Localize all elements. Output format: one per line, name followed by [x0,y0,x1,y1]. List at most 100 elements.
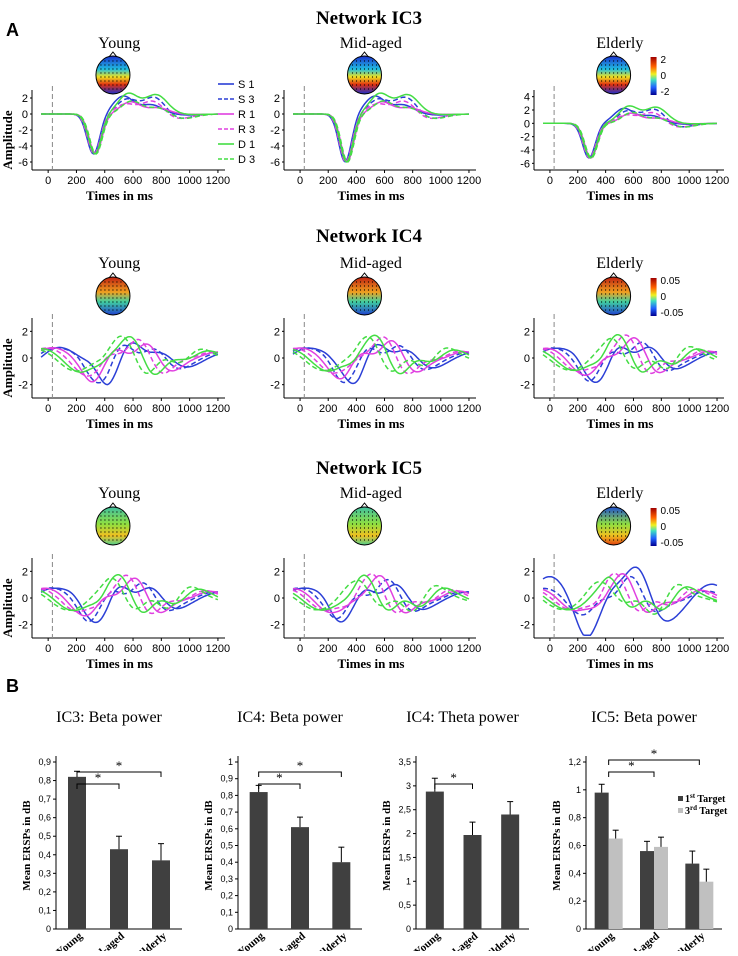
electrode-dot [120,72,122,74]
electrode-dot [100,519,102,521]
electrode-dot [621,293,623,295]
electrode-dot [617,305,619,307]
electrode-dot [116,285,118,287]
electrode-dot [367,64,370,66]
x-tick-label: 1200 [705,403,729,415]
electrode-dot [363,527,366,529]
electrode-dot [375,515,378,517]
legend-sup: rd [690,804,697,812]
x-tick-label: 1000 [677,403,701,415]
color-scale-bottom: -0.05 [661,538,684,549]
electrode-dot [621,535,623,537]
electrode-dot [351,72,354,74]
electrode-dot [621,72,623,74]
x-tick-label: 800 [652,403,670,415]
waveform-s3 [542,341,718,382]
legend-label: S 1 [238,79,255,91]
waveform-d3 [40,335,219,375]
electrode-dot [116,531,118,533]
electrode-dot [617,523,619,525]
panel-label-b: B [6,676,19,696]
electrode-dot [605,301,607,303]
waveform-r1 [40,343,218,383]
electrode-dot [124,68,126,70]
bar-y-tick-label: 1,2 [568,757,581,767]
electrode-dot [371,72,374,74]
electrode-dot [359,527,362,529]
electrode-dot [108,285,110,287]
electrode-dot [108,297,110,299]
head-nose [609,502,618,509]
electrode-dot [104,281,106,283]
electrode-dot [601,64,603,66]
x-axis-label: Times in ms [86,188,153,203]
x-tick-label: 1200 [457,403,481,415]
bar-y-tick-label: 0,3 [220,874,233,884]
electrode-dot [601,76,603,78]
electrode-dot [120,76,122,78]
electrode-dot [363,535,366,537]
electrode-dot [120,289,122,291]
electrode-dot [621,285,623,287]
x-tick-label: 1000 [429,403,453,415]
electrode-dot [116,297,118,299]
y-axis-label: Amplitude [0,338,15,397]
panel-label-a: A [6,20,19,40]
electrode-dot [112,72,114,74]
electrode-dot [363,301,366,303]
y-tick-label: 0 [524,118,530,130]
y-tick-label: 0 [274,353,280,365]
group-title: Young [98,255,140,272]
electrode-dot [351,305,354,307]
electrode-dot [108,523,110,525]
bar-chart-title: IC4: Theta power [406,709,519,726]
electrode-dot [124,80,126,82]
electrode-dot [375,68,378,70]
electrode-dot [609,297,611,299]
electrode-dot [100,76,102,78]
electrode-dot [621,511,623,513]
x-tick-label: 800 [403,643,421,655]
electrode-dot [355,289,358,291]
waveform-d1 [542,576,718,611]
x-tick-label: 0 [547,175,553,187]
x-tick-label: 1200 [705,643,729,655]
electrode-dot [625,305,627,307]
electrode-dot [375,84,378,86]
electrode-dot [601,80,603,82]
electrode-dot [613,527,615,529]
bar-y-tick-label: 0,7 [220,807,233,817]
waveform-r3 [292,336,470,375]
head-nose [108,502,118,509]
x-tick-label: 200 [319,403,337,415]
electrode-dot [355,535,358,537]
electrode-dot [609,523,611,525]
x-tick-label: 0 [297,403,303,415]
x-tick-label: 1000 [677,643,701,655]
bar [463,835,482,929]
electrode-dot [613,511,615,513]
waveform-s3 [292,578,470,620]
waveform-d3 [292,579,470,612]
electrode-dot [108,76,110,78]
electrode-dot [100,531,102,533]
color-scale-top: 0.05 [661,506,681,517]
electrode-dot [104,68,106,70]
y-tick-label: 0 [22,353,28,365]
x-tick-label: 0 [45,403,51,415]
bar-y-tick-label: 0,9 [220,774,233,784]
electrode-dot [124,519,126,521]
electrode-dot [124,285,126,287]
head-topography [596,55,632,95]
electrode-dot [120,301,122,303]
electrode-dot [120,535,122,537]
electrode-dot [609,539,611,541]
electrode-dot [112,511,114,513]
waveform-s3 [292,344,470,384]
electrode-dot [116,80,118,82]
electrode-dot [609,289,611,291]
bar-y-tick-label: 3,5 [398,757,411,767]
electrode-dot [617,72,619,74]
bar-y-axis-label: Mean ERSPs in dB [21,800,33,891]
x-tick-label: 1200 [206,643,230,655]
